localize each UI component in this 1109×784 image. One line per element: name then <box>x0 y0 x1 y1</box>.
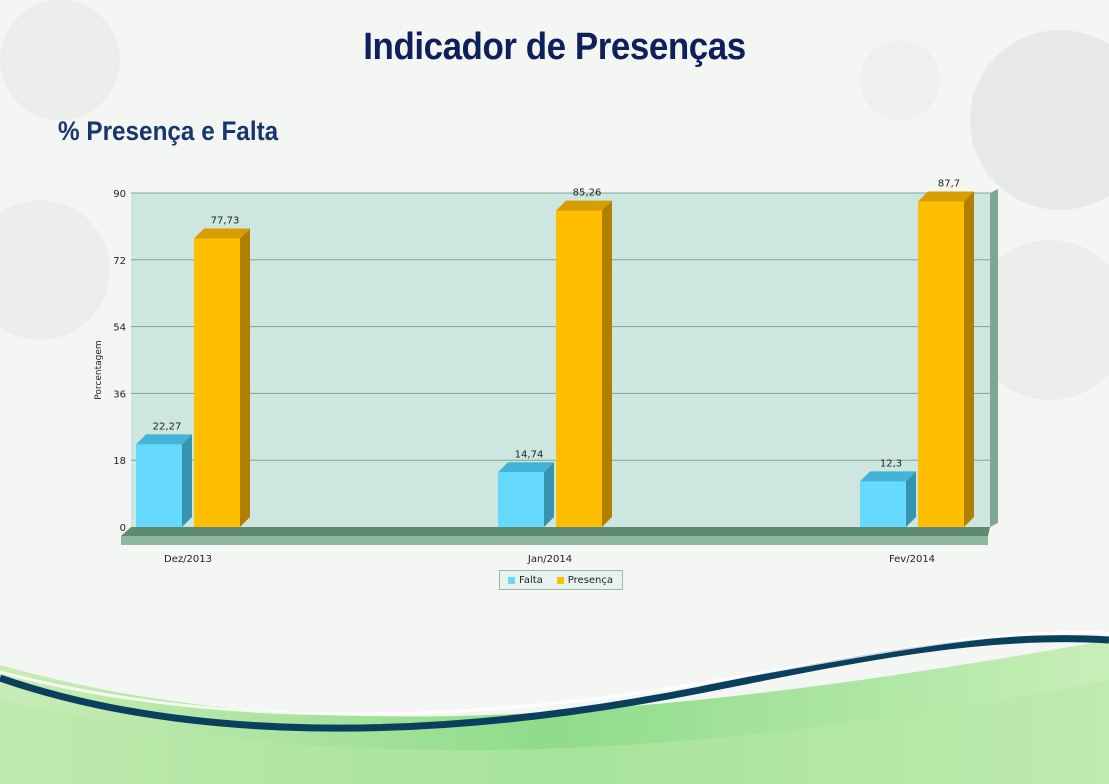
legend-item-presenca: Presença <box>556 574 614 586</box>
legend-swatch-falta <box>508 576 515 584</box>
bar-presena-0: 77,73 <box>194 216 250 527</box>
data-label: 22,27 <box>153 421 182 432</box>
y-axis-label: Porcentagem <box>94 340 104 399</box>
data-label: 14,74 <box>515 449 544 460</box>
bar-front <box>136 444 182 527</box>
data-label: 12,3 <box>880 458 902 469</box>
bar-top <box>556 200 612 211</box>
plot-side-wall <box>990 189 998 527</box>
bar-front <box>556 210 602 527</box>
y-tick-labels: 0 18 36 54 72 90 <box>113 189 126 534</box>
data-label: 77,73 <box>211 216 240 227</box>
legend-swatch-presenca <box>556 576 564 584</box>
y-tick-label: 72 <box>113 256 126 267</box>
y-tick-label: 90 <box>113 189 126 200</box>
x-tick-label: Dez/2013 <box>164 554 212 565</box>
plot-floor-front <box>121 536 988 545</box>
plot-floor-top <box>121 527 990 536</box>
bar-falta-2: 12,3 <box>860 458 916 527</box>
data-label: 87,7 <box>938 179 960 190</box>
page-title: Indicador de Presenças <box>363 26 746 68</box>
data-label: 85,26 <box>573 188 602 199</box>
bar-falta-1: 14,74 <box>498 449 554 527</box>
x-tick-label: Fev/2014 <box>889 554 935 565</box>
bar-top <box>194 228 250 239</box>
bar-front <box>860 481 906 527</box>
bar-top <box>498 462 554 473</box>
y-tick-label: 36 <box>113 389 126 400</box>
bar-top <box>860 471 916 482</box>
bar-side <box>182 434 192 527</box>
page-subtitle: % Presença e Falta <box>58 116 279 146</box>
bar-front <box>918 201 964 527</box>
bar-presena-1: 85,26 <box>556 188 612 527</box>
bar-side <box>964 191 974 527</box>
bar-presena-2: 87,7 <box>918 179 974 527</box>
bars: 22,27 77,73 14,74 85,26 12,3 87,7 <box>136 179 974 527</box>
bar-front <box>194 238 240 527</box>
bar-top <box>136 434 192 445</box>
legend-label-presenca: Presença <box>567 574 614 586</box>
bar-side <box>602 200 612 527</box>
bar-falta-0: 22,27 <box>136 421 192 527</box>
legend-item-falta: Falta <box>508 575 543 586</box>
x-tick-label: Jan/2014 <box>527 554 572 565</box>
x-tick-labels: Dez/2013 Jan/2014 Fev/2014 <box>164 554 935 565</box>
bar-side <box>544 462 554 527</box>
y-tick-label: 18 <box>113 456 126 467</box>
bar-side <box>240 228 250 527</box>
bar-top <box>918 191 974 202</box>
y-tick-label: 54 <box>113 323 126 334</box>
legend: Falta Presença <box>499 570 623 590</box>
bar-side <box>906 471 916 527</box>
legend-label-falta: Falta <box>519 574 543 586</box>
bar-front <box>498 472 544 527</box>
y-tick-label: 0 <box>120 523 126 534</box>
